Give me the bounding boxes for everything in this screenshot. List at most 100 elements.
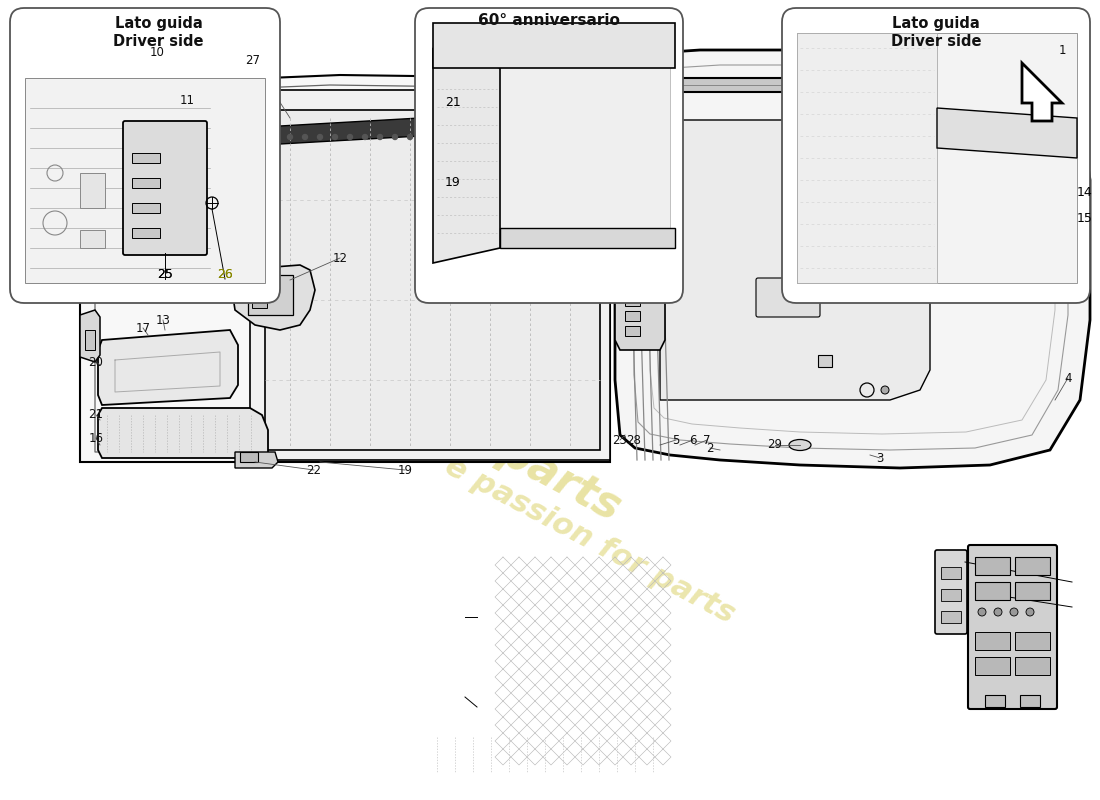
Text: 16: 16 — [88, 431, 103, 445]
Circle shape — [287, 134, 293, 139]
Text: 25: 25 — [157, 268, 173, 281]
FancyBboxPatch shape — [782, 8, 1090, 303]
Polygon shape — [235, 452, 278, 468]
FancyBboxPatch shape — [10, 8, 280, 303]
Circle shape — [1010, 608, 1018, 616]
Bar — [85, 250, 95, 270]
Circle shape — [318, 134, 322, 139]
Text: 21: 21 — [88, 409, 103, 422]
Bar — [85, 330, 95, 350]
Bar — [1015, 582, 1050, 600]
Polygon shape — [22, 60, 62, 100]
Polygon shape — [433, 23, 675, 68]
FancyBboxPatch shape — [123, 121, 207, 255]
Circle shape — [184, 198, 188, 202]
Text: 8: 8 — [644, 50, 651, 63]
Text: 13: 13 — [155, 314, 170, 326]
Polygon shape — [610, 78, 1075, 92]
Bar — [625, 296, 640, 306]
Polygon shape — [610, 78, 660, 210]
Bar — [1015, 632, 1050, 650]
Polygon shape — [80, 75, 610, 462]
Bar — [132, 228, 160, 238]
Text: 7: 7 — [703, 434, 711, 446]
Polygon shape — [818, 355, 832, 367]
Polygon shape — [80, 310, 100, 362]
Text: 2: 2 — [706, 442, 714, 454]
Polygon shape — [495, 48, 670, 243]
Circle shape — [163, 218, 166, 222]
Text: 26: 26 — [217, 268, 233, 281]
Text: 5: 5 — [672, 434, 680, 446]
Circle shape — [881, 386, 889, 394]
Circle shape — [363, 134, 367, 139]
Polygon shape — [798, 33, 1077, 283]
Text: 27: 27 — [245, 54, 261, 66]
Text: 1: 1 — [1058, 43, 1066, 57]
Polygon shape — [80, 230, 100, 282]
Text: 60° anniversario: 60° anniversario — [478, 13, 620, 28]
Circle shape — [273, 134, 277, 139]
Circle shape — [994, 608, 1002, 616]
Text: 6: 6 — [690, 434, 696, 446]
Polygon shape — [98, 330, 238, 405]
Polygon shape — [100, 90, 220, 250]
Text: 15: 15 — [1077, 211, 1093, 225]
Polygon shape — [265, 110, 600, 450]
FancyBboxPatch shape — [756, 278, 820, 317]
Text: 21: 21 — [446, 97, 461, 110]
Circle shape — [228, 134, 232, 139]
Circle shape — [257, 134, 263, 139]
FancyBboxPatch shape — [415, 8, 683, 303]
Bar — [1020, 695, 1040, 707]
Circle shape — [348, 134, 352, 139]
Text: passion for parts: passion for parts — [231, 290, 628, 530]
Bar — [975, 632, 1010, 650]
FancyBboxPatch shape — [968, 545, 1057, 709]
Text: 30: 30 — [603, 54, 617, 66]
Bar — [1015, 557, 1050, 575]
Circle shape — [184, 218, 188, 222]
Bar — [940, 567, 961, 579]
Text: 18: 18 — [135, 229, 151, 242]
Circle shape — [242, 134, 248, 139]
Circle shape — [407, 134, 412, 139]
Circle shape — [163, 198, 166, 202]
Circle shape — [1026, 608, 1034, 616]
Polygon shape — [98, 408, 268, 458]
Bar — [132, 153, 160, 163]
Text: 22: 22 — [307, 463, 321, 477]
Text: Lato guida
Driver side: Lato guida Driver side — [113, 16, 204, 49]
Text: 29: 29 — [768, 438, 782, 451]
Polygon shape — [798, 33, 937, 283]
Text: 9: 9 — [441, 50, 449, 63]
Polygon shape — [15, 55, 68, 100]
Bar — [252, 296, 267, 308]
FancyBboxPatch shape — [935, 550, 967, 634]
Text: 19: 19 — [446, 177, 461, 190]
Bar — [975, 582, 1010, 600]
Text: 23: 23 — [613, 434, 627, 446]
Polygon shape — [610, 78, 645, 155]
Circle shape — [377, 134, 383, 139]
Text: 19: 19 — [397, 463, 412, 477]
Text: 17: 17 — [135, 322, 151, 334]
Text: 24: 24 — [503, 50, 517, 63]
Text: 28: 28 — [627, 434, 641, 446]
Text: 3: 3 — [877, 451, 883, 465]
Polygon shape — [433, 48, 500, 263]
Bar — [940, 589, 961, 601]
Bar — [625, 326, 640, 336]
Circle shape — [188, 208, 192, 212]
Ellipse shape — [789, 439, 811, 450]
Text: e passion for parts: e passion for parts — [440, 451, 740, 629]
Circle shape — [302, 134, 308, 139]
Polygon shape — [615, 50, 1090, 468]
Circle shape — [167, 202, 183, 218]
Circle shape — [212, 134, 218, 139]
Polygon shape — [25, 78, 265, 283]
Polygon shape — [210, 118, 420, 148]
Circle shape — [393, 134, 397, 139]
Circle shape — [158, 208, 162, 212]
Text: 10: 10 — [150, 46, 164, 58]
